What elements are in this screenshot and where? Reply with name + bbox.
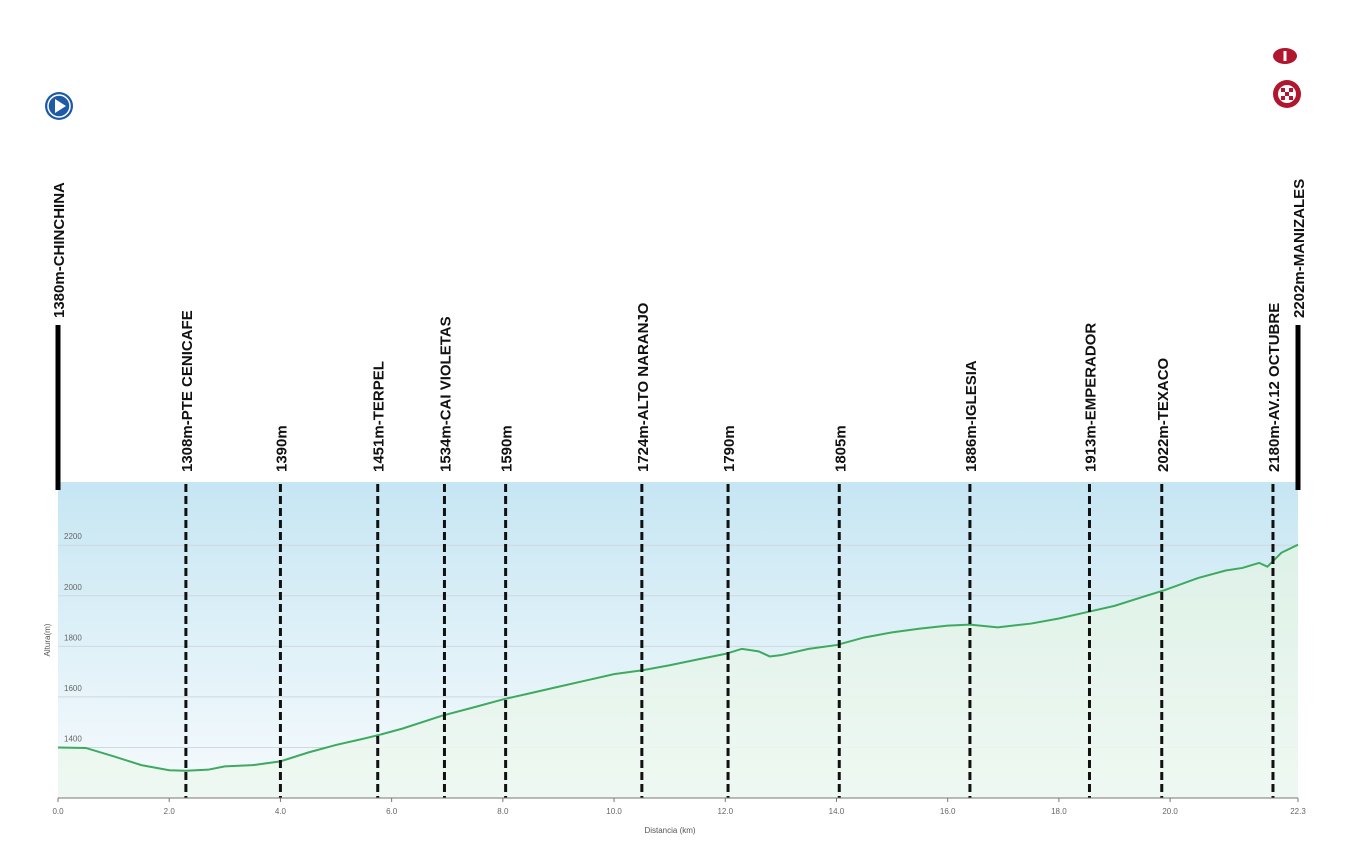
x-tick-label: 10.0 [606, 807, 622, 816]
x-tick-label: 4.0 [275, 807, 287, 816]
waypoint-label: 1308m-PTE CENICAFE [179, 310, 196, 472]
y-tick-label: 2000 [64, 583, 82, 592]
x-tick-label: 20.0 [1162, 807, 1178, 816]
elevation-fill [58, 544, 1298, 798]
waypoints: 1380m-CHINCHINA 1308m-PTE CENICAFE 1390m 14… [51, 179, 1308, 798]
x-tick-label: 12.0 [717, 807, 733, 816]
play-icon [45, 92, 73, 120]
waypoint-label: 1886m-IGLESIA [963, 360, 980, 472]
x-tick-label: 2.0 [164, 807, 176, 816]
x-tick-label: 14.0 [829, 807, 845, 816]
waypoint-label: 1451m-TERPEL [371, 361, 388, 472]
x-tick-label: 22.3 [1290, 807, 1306, 816]
waypoint-label: 1790m [721, 425, 738, 472]
finish-badge-icon [1273, 48, 1297, 64]
waypoint-label: 1913m-EMPERADOR [1082, 323, 1099, 472]
x-tick-label: 18.0 [1051, 807, 1067, 816]
x-tick-label: 0.0 [52, 807, 64, 816]
x-tick-label: 6.0 [386, 807, 398, 816]
waypoint-label: 1805m [832, 425, 849, 472]
elevation-area [57, 543, 1299, 798]
x-tick-label: 8.0 [497, 807, 509, 816]
y-tick-label: 1600 [64, 684, 82, 693]
x-axis-title: Distancia (km) [644, 826, 695, 835]
waypoint-label: 2022m-TEXACO [1155, 357, 1172, 472]
waypoint-label: 1724m-ALTO NARANJO [635, 302, 652, 472]
y-tick-label: 2200 [64, 532, 82, 541]
waypoint-label: 1390m [273, 425, 290, 472]
waypoint-label: 2180m-AV.12 OCTUBRE [1266, 303, 1283, 472]
x-tick-label: 16.0 [940, 807, 956, 816]
y-tick-label: 1800 [64, 633, 82, 642]
waypoint-label: 1380m-CHINCHINA [51, 182, 68, 318]
checkered-flag-icon [1273, 80, 1301, 108]
waypoint-label: 1590m [499, 425, 516, 472]
waypoint-label: 1534m-CAI VIOLETAS [437, 316, 454, 472]
y-axis-title: Altura(m) [43, 623, 52, 656]
waypoint-label: 2202m-MANIZALES [1291, 179, 1308, 318]
elevation-line [57, 543, 1299, 772]
axes: 1400 1600 1800 2000 2200 0.0 2.0 4.0 6.0 8.0 10.0 1… [52, 532, 1306, 816]
y-tick-label: 1400 [64, 734, 82, 743]
